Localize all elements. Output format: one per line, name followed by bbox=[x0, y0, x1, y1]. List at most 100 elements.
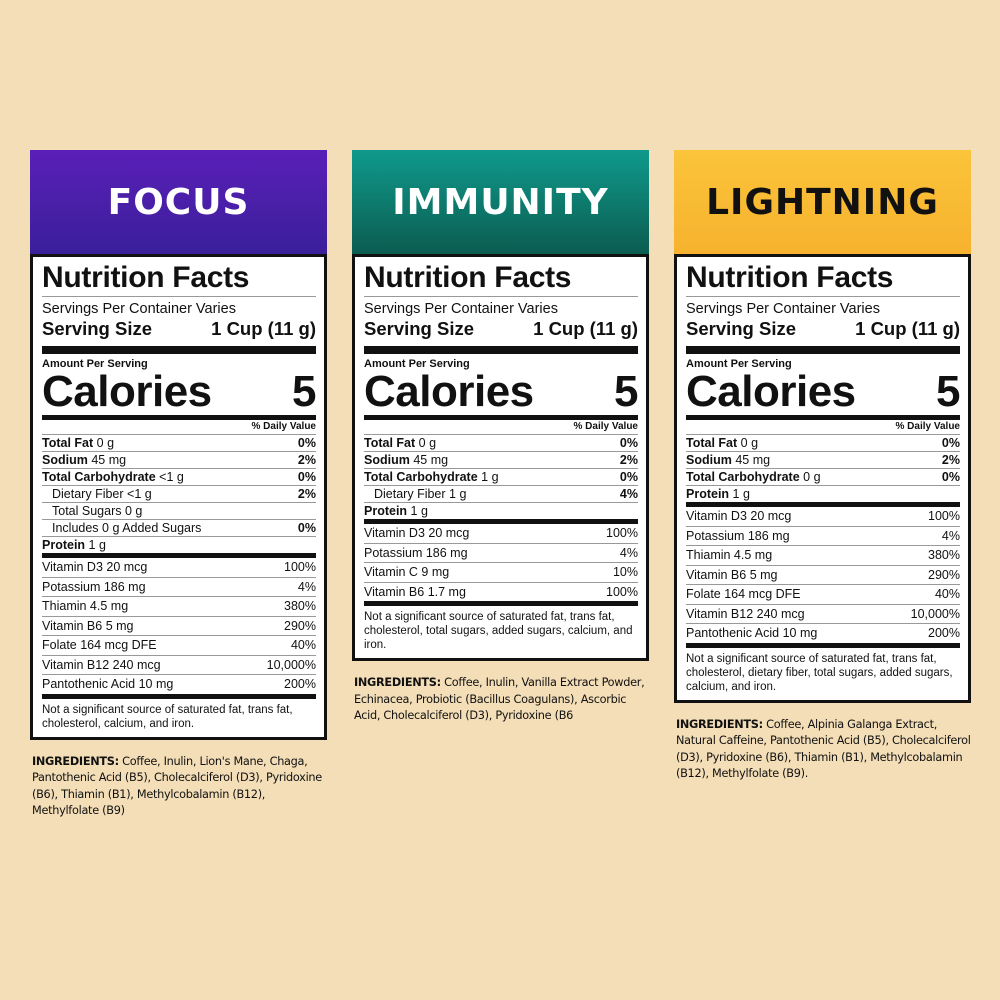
calories-label: Calories bbox=[42, 367, 212, 416]
nutrient-name: Sodium 45 mg bbox=[42, 452, 126, 468]
nutrient-amount: Total Sugars 0 g bbox=[52, 504, 143, 518]
vitamin-name: Potassium 186 mg bbox=[42, 579, 146, 594]
vitamin-row: Vitamin D3 20 mcg 100% bbox=[364, 524, 638, 544]
nutrient-amount: 0 g bbox=[96, 436, 115, 450]
vitamin-daily-value: 40% bbox=[934, 587, 960, 601]
ingredients-label: INGREDIENTS: bbox=[676, 717, 763, 731]
serving-size-label: Serving Size bbox=[686, 318, 797, 339]
vitamin-name: Vitamin B12 240 mcg bbox=[42, 657, 161, 672]
nutrition-facts-title: Nutrition Facts bbox=[42, 261, 316, 297]
nutrient-bold-name: Total Carbohydrate bbox=[42, 470, 156, 484]
servings-per-container: Servings Per Container Varies bbox=[686, 301, 880, 317]
nutrient-amount: 1 g bbox=[481, 470, 499, 484]
vitamin-daily-value: 290% bbox=[928, 567, 960, 582]
vitamin-row: Folate 164 mcg DFE 40% bbox=[42, 636, 316, 656]
nutrient-row: Sodium 45 mg 2% bbox=[364, 452, 638, 469]
vitamin-daily-value: 4% bbox=[941, 528, 960, 543]
nutrient-daily-value: 0% bbox=[297, 470, 316, 484]
nutrient-name: Total Carbohydrate 1 g bbox=[364, 469, 499, 485]
nutrient-amount: 45 mg bbox=[413, 453, 449, 467]
nutrient-bold-name: Total Carbohydrate bbox=[364, 470, 478, 484]
nutrition-facts-label: Nutrition Facts Servings Per Container Va… bbox=[674, 254, 971, 703]
nutrient-daily-value: 0% bbox=[297, 521, 316, 535]
vitamin-name: Pantothenic Acid 10 mg bbox=[686, 626, 818, 640]
nutrient-row: Protein 1 g bbox=[364, 503, 638, 524]
nutrient-name: Total Carbohydrate <1 g bbox=[42, 469, 184, 485]
vitamin-row: Folate 164 mcg DFE 40% bbox=[686, 585, 960, 605]
nutrient-bold-name: Sodium bbox=[42, 453, 88, 467]
serving-size-value: 1 Cup (11 g) bbox=[211, 318, 316, 339]
vitamin-name: Vitamin B6 5 mg bbox=[686, 567, 778, 582]
nutrient-name: Sodium 45 mg bbox=[686, 452, 770, 468]
nutrient-bold-name: Protein bbox=[686, 487, 730, 501]
nutrient-name: Protein 1 g bbox=[364, 503, 428, 519]
vitamin-daily-value: 10% bbox=[612, 565, 638, 579]
vitamin-name: Vitamin D3 20 mcg bbox=[364, 526, 470, 540]
vitamin-row: Vitamin C 9 mg 10% bbox=[364, 563, 638, 583]
vitamin-daily-value: 100% bbox=[284, 560, 316, 574]
product-column-immunity: IMMUNITY Nutrition Facts Servings Per Cont… bbox=[352, 150, 649, 725]
nutrient-daily-value: 0% bbox=[619, 436, 638, 450]
vitamin-row: Vitamin D3 20 mcg 100% bbox=[42, 558, 316, 578]
nutrient-name: Protein 1 g bbox=[686, 486, 750, 502]
vitamin-name: Potassium 186 mg bbox=[364, 545, 468, 560]
product-column-focus: FOCUS Nutrition Facts Servings Per Contain… bbox=[30, 150, 327, 820]
nutrient-daily-value: 0% bbox=[941, 436, 960, 450]
nutrient-amount: 1 g bbox=[732, 487, 750, 501]
amount-per-serving: Amount Per Serving bbox=[364, 358, 470, 370]
vitamin-daily-value: 380% bbox=[928, 548, 960, 562]
ingredients-label: INGREDIENTS: bbox=[32, 754, 119, 768]
vitamin-daily-value: 40% bbox=[290, 638, 316, 652]
product-name-header: LIGHTNING bbox=[674, 150, 971, 254]
product-name-header: IMMUNITY bbox=[352, 150, 649, 254]
vitamin-row: Potassium 186 mg 4% bbox=[42, 578, 316, 597]
ingredients-label: INGREDIENTS: bbox=[354, 676, 441, 689]
vitamin-row: Potassium 186 mg 4% bbox=[364, 544, 638, 563]
nutrient-bold-name: Total Fat bbox=[42, 436, 94, 450]
vitamin-row: Potassium 186 mg 4% bbox=[686, 527, 960, 546]
nutrient-name: Total Carbohydrate 0 g bbox=[686, 469, 821, 485]
servings-per-container: Servings Per Container Varies bbox=[42, 301, 236, 317]
nutrient-bold-name: Sodium bbox=[364, 453, 410, 467]
nutrient-bold-name: Total Fat bbox=[686, 436, 738, 450]
calories-value: 5 bbox=[936, 367, 960, 416]
vitamin-row: Vitamin B12 240 mcg 10,000% bbox=[42, 656, 316, 675]
nutrient-row: Dietary Fiber 1 g 4% bbox=[364, 486, 638, 503]
daily-value-header: % Daily Value bbox=[364, 420, 638, 435]
nutrient-name: Dietary Fiber 1 g bbox=[374, 486, 466, 502]
calories-label: Calories bbox=[686, 367, 856, 416]
nutrient-amount: <1 g bbox=[159, 470, 184, 484]
serving-size-label: Serving Size bbox=[364, 318, 475, 339]
vitamin-daily-value: 380% bbox=[284, 599, 316, 613]
ingredients-text: Coffee, Inulin, Lion's Mane, Chaga, Pant… bbox=[32, 754, 322, 818]
nutrient-daily-value: 4% bbox=[619, 487, 638, 501]
nutrient-name: Total Sugars 0 g bbox=[52, 503, 142, 519]
serving-size-value: 1 Cup (11 g) bbox=[855, 318, 960, 339]
vitamin-name: Pantothenic Acid 10 mg bbox=[42, 677, 174, 691]
nutrient-row: Total Fat 0 g 0% bbox=[42, 435, 316, 452]
vitamin-row: Vitamin B6 1.7 mg 100% bbox=[364, 583, 638, 606]
vitamin-name: Vitamin B6 5 mg bbox=[42, 618, 134, 633]
vitamin-row: Pantothenic Acid 10 mg 200% bbox=[42, 675, 316, 699]
vitamin-row: Vitamin D3 20 mcg 100% bbox=[686, 507, 960, 527]
nutrient-daily-value: 2% bbox=[297, 487, 316, 501]
nutrient-daily-value: 2% bbox=[619, 453, 638, 467]
nutrient-bold-name: Total Fat bbox=[364, 436, 416, 450]
vitamin-row: Pantothenic Acid 10 mg 200% bbox=[686, 624, 960, 648]
nutrient-bold-name: Protein bbox=[42, 538, 86, 552]
amount-per-serving: Amount Per Serving bbox=[42, 358, 148, 370]
daily-value-header: % Daily Value bbox=[686, 420, 960, 435]
vitamin-row: Thiamin 4.5 mg 380% bbox=[42, 597, 316, 617]
ingredients: INGREDIENTS: Coffee, Inulin, Vanilla Ext… bbox=[352, 675, 649, 725]
nutrient-bold-name: Total Carbohydrate bbox=[686, 470, 800, 484]
nutrient-row: Protein 1 g bbox=[686, 486, 960, 507]
nutrition-facts-title: Nutrition Facts bbox=[364, 261, 638, 297]
vitamin-name: Potassium 186 mg bbox=[686, 528, 790, 543]
nutrient-bold-name: Sodium bbox=[686, 453, 732, 467]
nutrient-name: Total Fat 0 g bbox=[686, 435, 758, 451]
nutrient-daily-value: 0% bbox=[941, 470, 960, 484]
vitamin-name: Folate 164 mcg DFE bbox=[42, 638, 157, 652]
calories-row: Calories 5 bbox=[364, 370, 638, 420]
nutrient-amount: 45 mg bbox=[735, 453, 771, 467]
nutrition-facts-title: Nutrition Facts bbox=[686, 261, 960, 297]
